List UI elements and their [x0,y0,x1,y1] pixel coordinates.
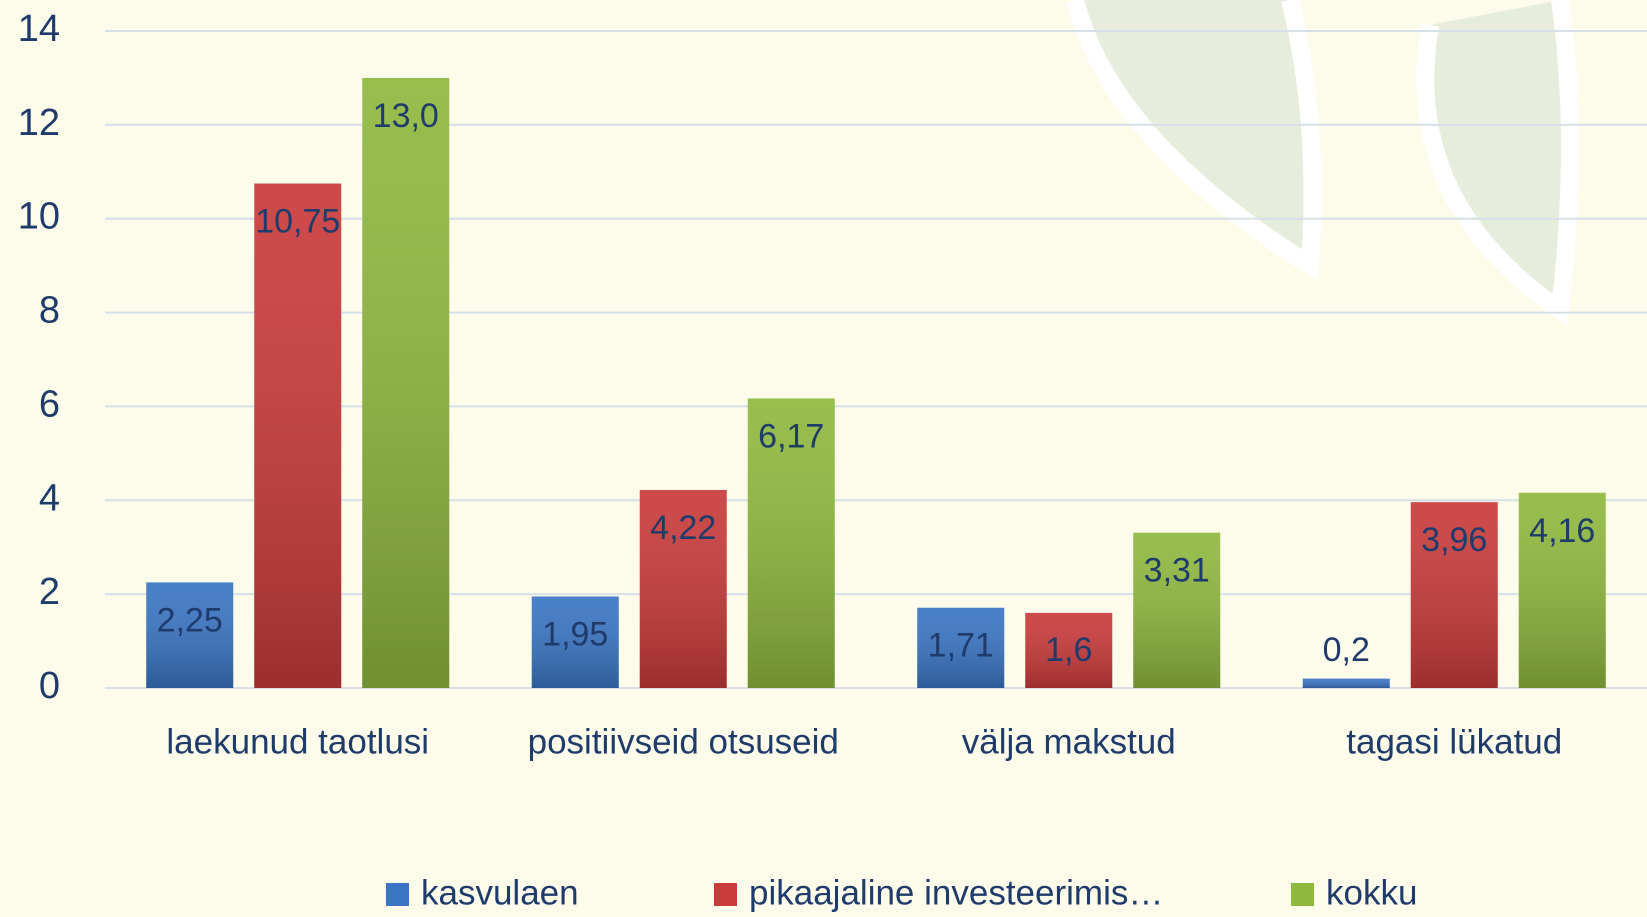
bar-shade [1133,532,1221,688]
bar-shade [254,183,342,688]
x-tick-label: laekunud taotlusi [166,722,429,761]
bar-shade [1410,502,1498,688]
value-label: 13,0 [373,97,439,135]
leaf [1416,0,1579,326]
value-label: 1,71 [928,627,994,665]
value-label: 1,95 [542,615,608,653]
bar-shade [146,582,234,688]
x-tick-label: välja makstud [962,722,1176,761]
value-label: 6,17 [758,417,824,455]
bar-shade [639,489,727,688]
decoration [1066,0,1579,326]
value-label: 2,25 [157,601,223,639]
x-tick-label: tagasi lükatud [1346,722,1562,761]
y-tick-label: 2 [39,571,60,613]
value-label: 4,22 [650,509,716,547]
bar-shade [1302,678,1390,688]
x-tick-label: positiivseid otsuseid [528,722,839,761]
y-tick-label: 4 [39,477,60,519]
bar-shade [362,77,450,688]
y-tick-label: 0 [39,665,60,707]
value-label: 1,6 [1045,631,1092,669]
bar-shade [747,398,835,688]
value-label: 10,75 [255,203,340,241]
bar-shade [917,607,1005,688]
y-tick-label: 14 [18,8,60,50]
legend-label: pikaajaline investeerimis… [749,873,1163,912]
legend-label: kasvulaen [421,873,579,912]
y-tick-label: 12 [18,102,60,144]
bar-shade [1518,492,1606,688]
y-tick-label: 8 [39,290,60,332]
bar-shade [1025,612,1113,688]
legend-swatch [714,883,737,906]
value-label: 3,96 [1421,521,1487,559]
plot: 0 2 4 6 8 10 12 14 laekunud taotlusi 2,25 10,75 13,… [18,8,1647,912]
legend-swatch [1291,883,1314,906]
value-label: 4,16 [1529,512,1595,550]
y-tick-label: 10 [18,196,60,238]
legend-label: kokku [1326,873,1417,912]
leaf [1066,0,1322,281]
legend-swatch [386,883,409,906]
y-tick-label: 6 [39,383,60,425]
value-label: 3,31 [1144,552,1210,590]
value-label: 0,2 [1323,631,1370,669]
bar-shade [531,596,619,688]
